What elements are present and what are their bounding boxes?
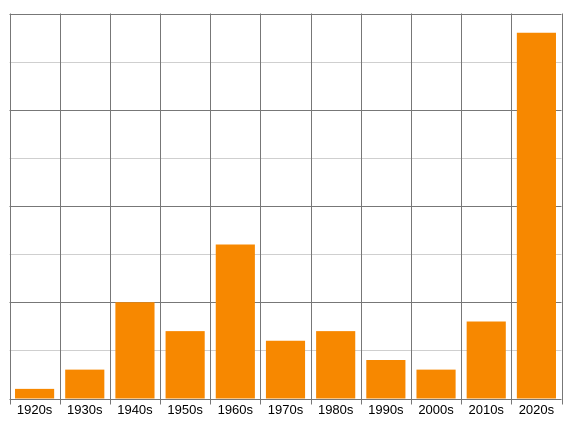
x-tick-label: 2010s: [469, 402, 505, 417]
bar: [416, 369, 456, 399]
x-tick-label: 1950s: [167, 402, 203, 417]
x-tick-label: 2000s: [418, 402, 454, 417]
bar: [265, 340, 306, 399]
bar: [115, 302, 155, 399]
x-tick-label: 1980s: [318, 402, 354, 417]
x-tick-label: 2020s: [519, 402, 555, 417]
bar: [215, 244, 255, 399]
x-tick-label: 1990s: [368, 402, 404, 417]
x-tick-label: 1960s: [218, 402, 254, 417]
x-tick-label: 1940s: [117, 402, 153, 417]
x-tick-label: 1970s: [268, 402, 304, 417]
bar: [165, 331, 205, 399]
bar: [65, 369, 105, 399]
bar: [466, 321, 506, 399]
bar: [366, 360, 406, 399]
bar: [516, 32, 556, 399]
x-tick-label: 1930s: [67, 402, 103, 417]
x-tick-label: 1920s: [17, 402, 53, 417]
bar: [316, 331, 356, 399]
bar: [15, 388, 55, 399]
